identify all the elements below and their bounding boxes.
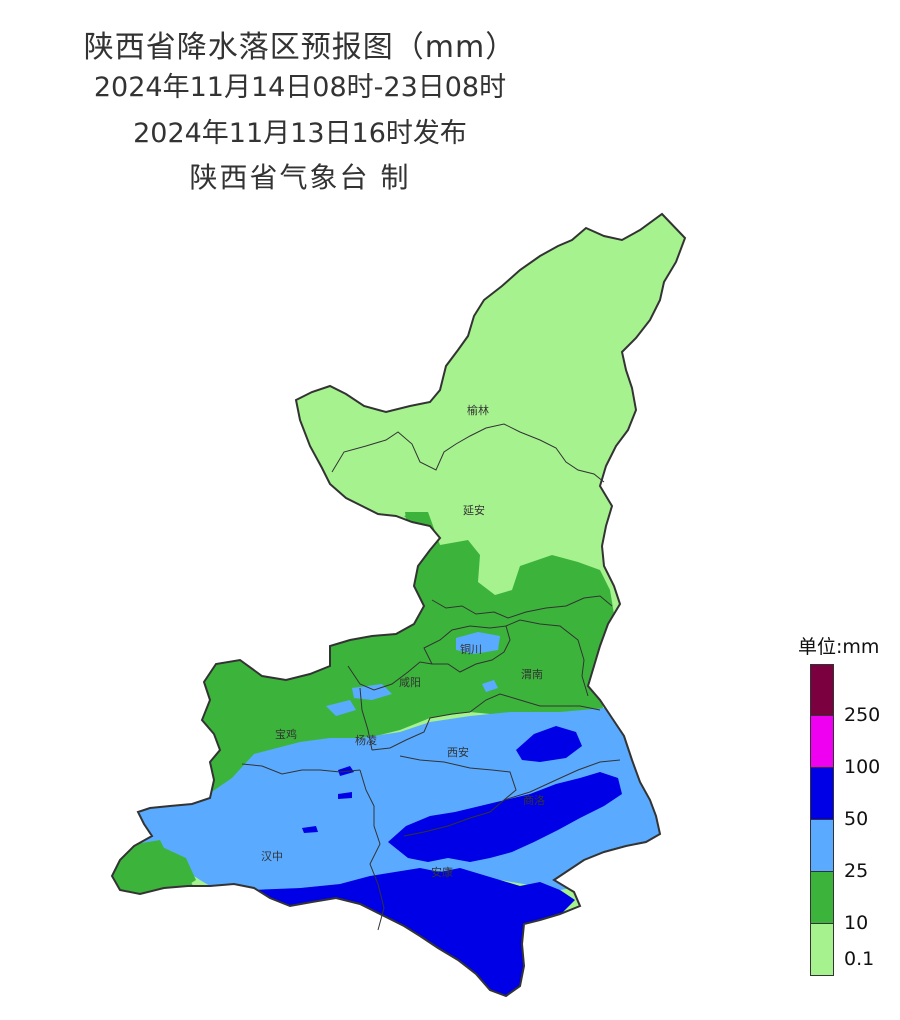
boundary-hanzhong-ankang — [359, 769, 385, 931]
legend-label: 10 — [844, 912, 869, 934]
map-title: 陕西省降水落区预报图（mm） — [83, 30, 517, 65]
rain-patch-blue-3 — [302, 826, 318, 833]
city-label-yangling: 杨凌 — [355, 733, 377, 747]
city-label-xian: 西安 — [447, 745, 469, 759]
city-label-baoji: 宝鸡 — [275, 727, 297, 741]
city-label-yulin: 榆林 — [467, 403, 489, 417]
boundary-yulin-yanan — [331, 423, 605, 483]
rain-patch-green-1 — [118, 846, 196, 892]
city-label-yanan: 延安 — [463, 503, 485, 517]
forecast-period: 2024年11月14日08时-23日08时 — [93, 72, 507, 103]
boundary-weinan — [469, 619, 601, 713]
boundary-xianyang — [347, 661, 433, 751]
legend-label: 50 — [844, 808, 869, 830]
rain-patch-lightblue-2 — [352, 684, 392, 700]
boundary-xian — [371, 711, 517, 801]
issue-time: 2024年11月13日16时发布 — [133, 118, 467, 149]
prefecture-boundaries — [241, 423, 621, 931]
legend-label: 25 — [844, 860, 869, 882]
legend-swatch — [810, 872, 834, 924]
legend-swatch — [810, 664, 834, 716]
legend-label-bottom: 0.1 — [844, 948, 875, 970]
boundary-shangluo — [403, 759, 621, 837]
rain-zone-blue-east — [516, 726, 582, 762]
rain-patch-green-2 — [404, 512, 430, 526]
rain-patch-lightblue-5 — [482, 680, 498, 692]
legend-swatch — [810, 924, 834, 976]
city-label-shangluo: 商洛 — [523, 793, 545, 807]
legend-swatch — [810, 820, 834, 872]
legend-label: 100 — [844, 756, 881, 778]
issuer: 陕西省气象台 制 — [189, 161, 411, 194]
rain-patch-blue-2 — [338, 792, 352, 799]
city-label-xianyang: 咸阳 — [399, 676, 421, 689]
legend: 250 100 50 25 10 0.1 — [810, 664, 880, 976]
legend-swatch — [810, 716, 834, 768]
boundary-yanan-south — [431, 595, 613, 619]
legend-title: 单位:mm — [798, 636, 880, 658]
boundary-baoji — [241, 763, 361, 775]
boundary-tongchuan — [423, 625, 511, 673]
city-label-hanzhong: 汉中 — [261, 850, 283, 863]
rain-zone-blue-central — [388, 772, 622, 862]
rain-patch-lightblue-4 — [420, 738, 498, 762]
rain-zone-green — [112, 512, 615, 900]
rain-patch-lightblue-3 — [326, 700, 356, 716]
rain-patch-lightblue-1 — [456, 632, 500, 654]
city-label-ankang: 安康 — [431, 865, 453, 879]
map-title-block: 陕西省降水落区预报图（mm） 2024年11月14日08时-23日08时 202… — [60, 28, 540, 198]
legend-label: 250 — [844, 704, 881, 726]
city-labels: 榆林 延安 铜川 咸阳 渭南 宝鸡 杨凌 西安 商洛 汉中 安康 — [261, 403, 545, 879]
city-label-tongchuan: 铜川 — [460, 642, 482, 656]
legend-swatch — [810, 768, 834, 820]
city-label-weinan: 渭南 — [521, 668, 543, 681]
